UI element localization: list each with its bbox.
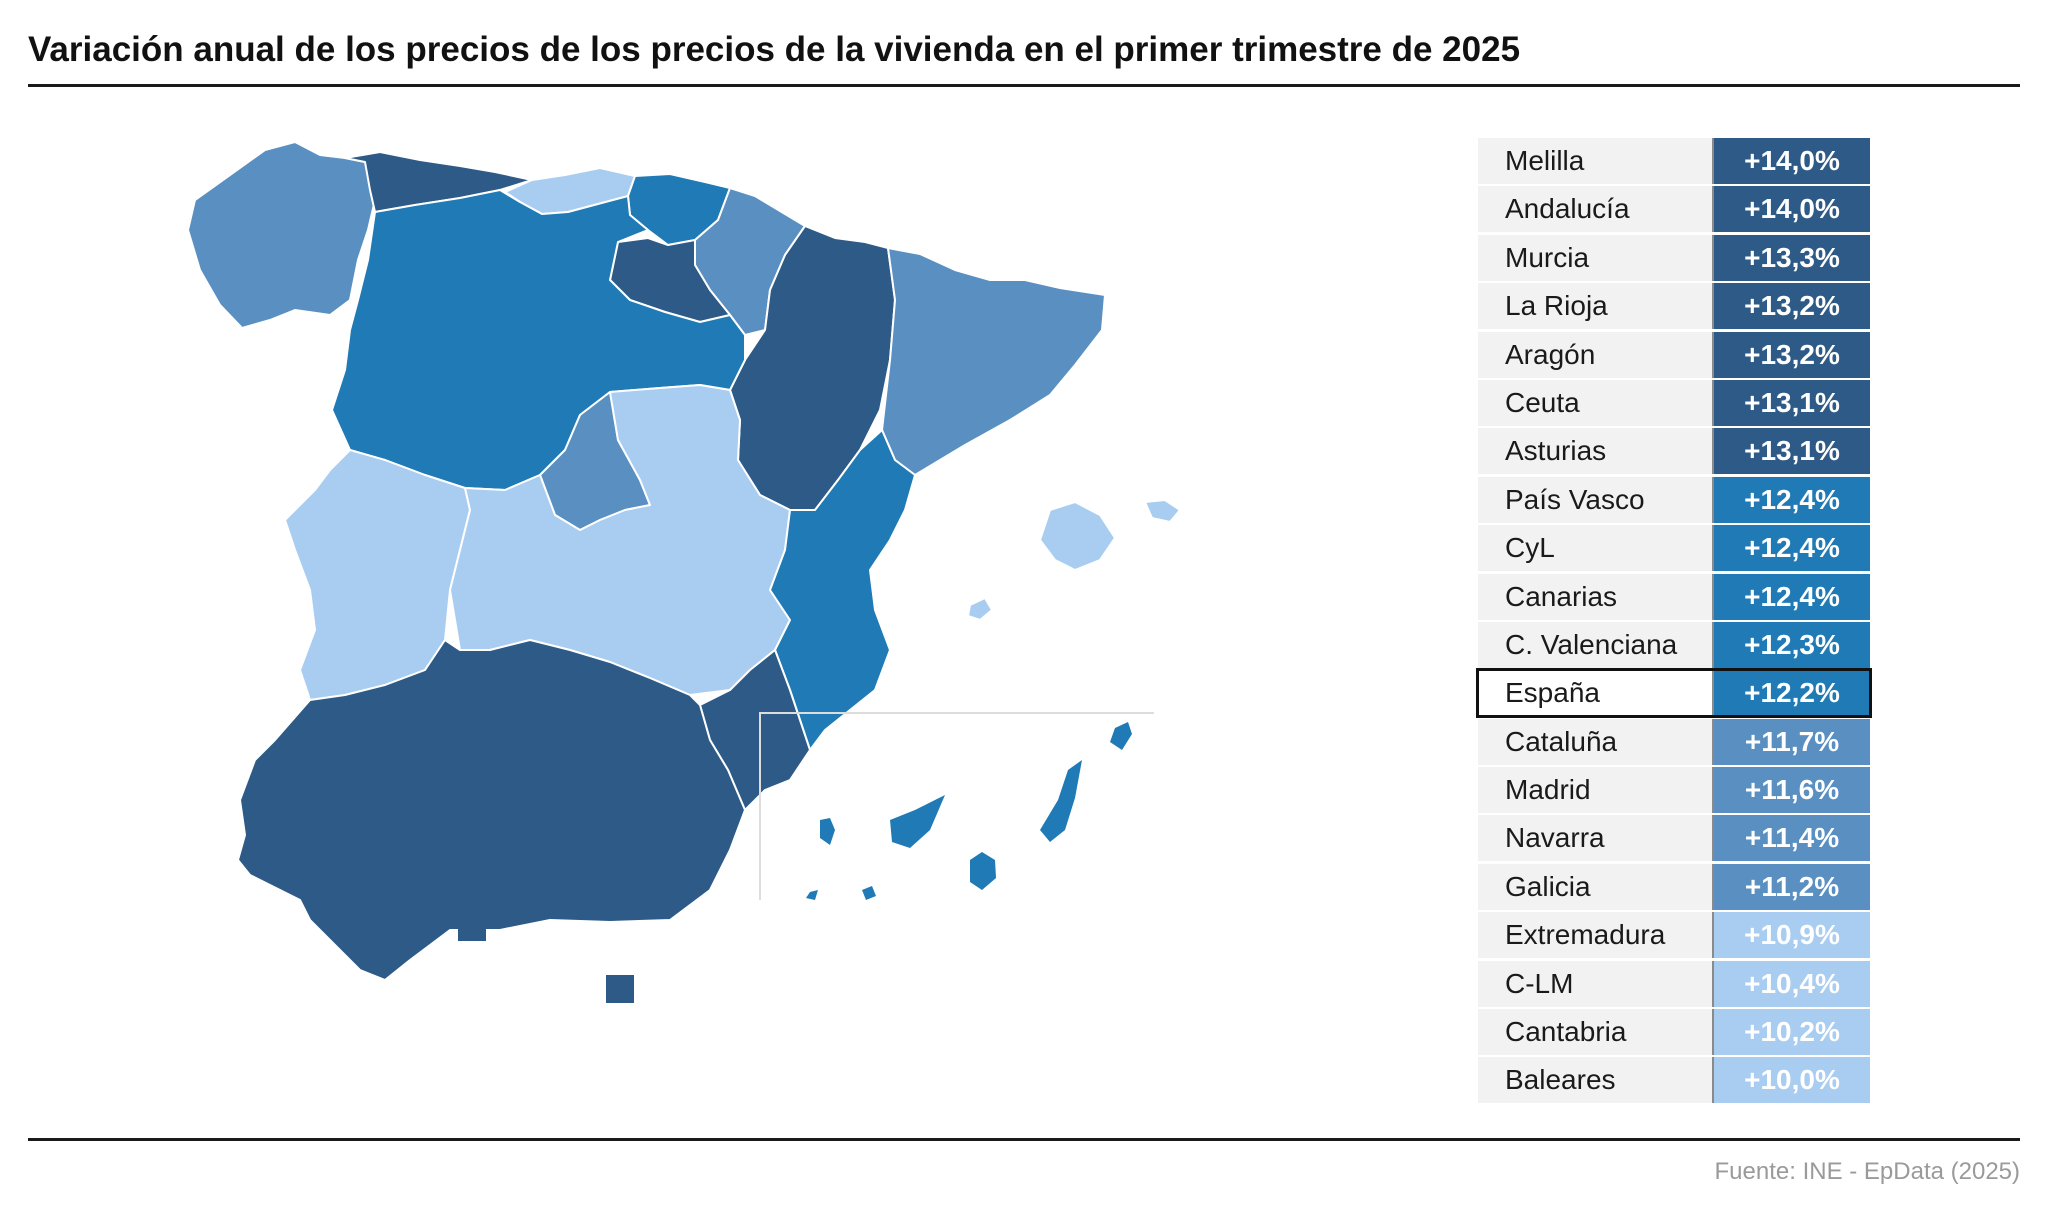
source-note: Fuente: INE - EpData (2025) — [1714, 1158, 2020, 1185]
region-value: +11,4% — [1714, 815, 1870, 862]
region-name: Andalucía — [1478, 186, 1714, 233]
region-value: +13,1% — [1714, 379, 1870, 426]
region-value: +10,9% — [1714, 912, 1870, 959]
table-row: Canarias +12,4% — [1478, 573, 1870, 620]
region-name: Cantabria — [1478, 1009, 1714, 1056]
table-row: Ceuta +13,1% — [1478, 379, 1870, 426]
region-value: +14,0% — [1714, 138, 1870, 184]
region-ceuta[interactable] — [458, 913, 486, 941]
table-row: CyL +12,4% — [1478, 525, 1870, 572]
table-row: Extremadura +10,9% — [1478, 912, 1870, 959]
region-name: Asturias — [1478, 428, 1714, 475]
bottom-divider — [28, 1138, 2020, 1141]
region-comunidad-valenciana[interactable] — [769, 429, 916, 751]
region-value: +12,4% — [1714, 476, 1870, 523]
region-value: +11,2% — [1714, 863, 1870, 910]
region-value: +12,3% — [1714, 621, 1870, 668]
table-row: Andalucía +14,0% — [1478, 186, 1870, 233]
region-name: Canarias — [1478, 573, 1714, 620]
table-row: C. Valenciana +12,3% — [1478, 621, 1870, 668]
region-value: +13,2% — [1714, 331, 1870, 378]
table-row: Melilla +14,0% — [1478, 138, 1870, 184]
table-row: Navarra +11,4% — [1478, 815, 1870, 862]
region-value: +11,7% — [1714, 718, 1870, 765]
region-name: Cataluña — [1478, 718, 1714, 765]
region-value: +12,4% — [1714, 573, 1870, 620]
region-value: +10,4% — [1714, 960, 1870, 1007]
region-name: C-LM — [1478, 960, 1714, 1007]
region-value: +10,0% — [1714, 1057, 1870, 1104]
region-name: Navarra — [1478, 815, 1714, 862]
table-row: Baleares +10,0% — [1478, 1057, 1870, 1104]
region-value: +11,6% — [1714, 767, 1870, 814]
table-row: Cantabria +10,2% — [1478, 1009, 1870, 1056]
region-cataluna[interactable] — [881, 247, 1106, 476]
region-value: +10,2% — [1714, 1009, 1870, 1056]
canarias-inset-frame — [759, 712, 1154, 900]
region-name: Melilla — [1478, 138, 1714, 184]
spain-choropleth-map — [187, 141, 1181, 1003]
region-name: España — [1478, 670, 1714, 717]
region-name: CyL — [1478, 525, 1714, 572]
ranking-table: Melilla +14,0% Andalucía +14,0% Murcia +13,3%… — [1476, 138, 1872, 1106]
table-row: España +12,2% — [1476, 668, 1872, 719]
region-baleares-menorca[interactable] — [1144, 499, 1181, 523]
region-name: C. Valenciana — [1478, 621, 1714, 668]
table-row: C-LM +10,4% — [1478, 960, 1870, 1007]
region-name: País Vasco — [1478, 476, 1714, 523]
table-row: País Vasco +12,4% — [1478, 476, 1870, 523]
region-name: Extremadura — [1478, 912, 1714, 959]
region-value: +13,1% — [1714, 428, 1870, 475]
region-baleares-mallorca[interactable] — [1039, 501, 1116, 571]
table-row: Murcia +13,3% — [1478, 234, 1870, 281]
top-divider — [28, 84, 2020, 87]
table-row: Galicia +11,2% — [1478, 863, 1870, 910]
region-name: Galicia — [1478, 863, 1714, 910]
table-row: Asturias +13,1% — [1478, 428, 1870, 475]
region-name: Aragón — [1478, 331, 1714, 378]
table-row: Aragón +13,2% — [1478, 331, 1870, 378]
region-value: +13,2% — [1714, 283, 1870, 330]
region-galicia[interactable] — [187, 141, 376, 329]
table-row: La Rioja +13,2% — [1478, 283, 1870, 330]
region-name: La Rioja — [1478, 283, 1714, 330]
region-canarias[interactable] — [806, 722, 1132, 900]
region-name: Murcia — [1478, 234, 1714, 281]
region-melilla[interactable] — [606, 975, 634, 1003]
region-name: Baleares — [1478, 1057, 1714, 1104]
region-andalucia[interactable] — [237, 639, 746, 981]
table-row: Cataluña +11,7% — [1478, 718, 1870, 765]
region-baleares-ibiza[interactable] — [967, 597, 993, 621]
region-name: Ceuta — [1478, 379, 1714, 426]
table-row: Madrid +11,6% — [1478, 767, 1870, 814]
page-title: Variación anual de los precios de los pr… — [28, 30, 1521, 69]
region-value: +13,3% — [1714, 234, 1870, 281]
region-value: +12,4% — [1714, 525, 1870, 572]
region-value: +12,2% — [1714, 670, 1870, 717]
region-value: +14,0% — [1714, 186, 1870, 233]
region-name: Madrid — [1478, 767, 1714, 814]
